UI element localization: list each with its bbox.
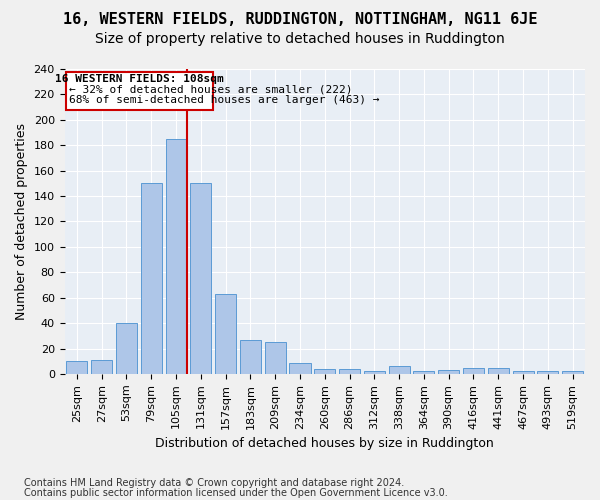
Bar — [537, 372, 559, 374]
Bar — [166, 139, 187, 374]
Bar — [265, 342, 286, 374]
Bar — [91, 360, 112, 374]
Text: Size of property relative to detached houses in Ruddington: Size of property relative to detached ho… — [95, 32, 505, 46]
Bar — [463, 368, 484, 374]
Bar — [562, 372, 583, 374]
Bar — [289, 362, 311, 374]
Bar — [389, 366, 410, 374]
Bar — [438, 370, 459, 374]
Bar — [339, 369, 360, 374]
Text: ← 32% of detached houses are smaller (222): ← 32% of detached houses are smaller (22… — [70, 84, 353, 94]
Bar — [116, 323, 137, 374]
Y-axis label: Number of detached properties: Number of detached properties — [15, 123, 28, 320]
X-axis label: Distribution of detached houses by size in Ruddington: Distribution of detached houses by size … — [155, 437, 494, 450]
Text: 16 WESTERN FIELDS: 108sqm: 16 WESTERN FIELDS: 108sqm — [55, 74, 224, 84]
Bar — [67, 361, 88, 374]
Bar — [141, 184, 162, 374]
Bar — [512, 372, 533, 374]
FancyBboxPatch shape — [66, 72, 213, 110]
Text: 16, WESTERN FIELDS, RUDDINGTON, NOTTINGHAM, NG11 6JE: 16, WESTERN FIELDS, RUDDINGTON, NOTTINGH… — [63, 12, 537, 28]
Bar — [190, 184, 211, 374]
Bar — [413, 372, 434, 374]
Bar — [488, 368, 509, 374]
Bar — [215, 294, 236, 374]
Bar — [314, 369, 335, 374]
Text: Contains public sector information licensed under the Open Government Licence v3: Contains public sector information licen… — [24, 488, 448, 498]
Text: Contains HM Land Registry data © Crown copyright and database right 2024.: Contains HM Land Registry data © Crown c… — [24, 478, 404, 488]
Bar — [240, 340, 261, 374]
Text: 68% of semi-detached houses are larger (463) →: 68% of semi-detached houses are larger (… — [70, 94, 380, 104]
Bar — [364, 372, 385, 374]
